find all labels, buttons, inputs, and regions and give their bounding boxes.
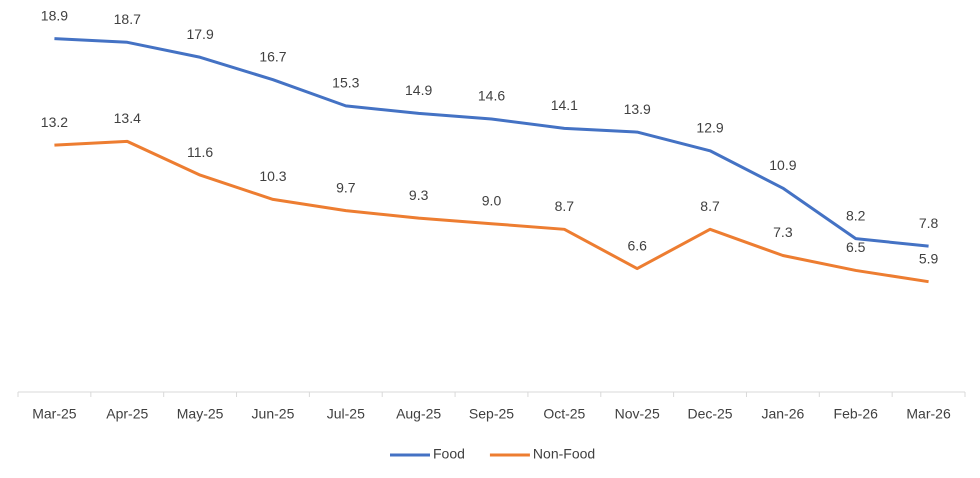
x-tick-label: Dec-25 [687,406,732,422]
data-label: 5.9 [919,250,939,266]
data-label: 7.8 [919,215,939,231]
data-label: 18.9 [41,7,68,23]
x-tick-label: Mar-25 [32,406,77,422]
data-label: 6.6 [627,237,647,253]
data-label: 14.6 [478,88,505,104]
data-label: 9.3 [409,187,429,203]
series-line [54,37,929,248]
x-tick-label: Apr-25 [106,406,148,422]
data-label: 14.1 [551,97,578,113]
data-label: 9.0 [482,192,502,208]
x-tick-label: Aug-25 [396,406,441,422]
x-tick-label: Sep-25 [469,406,514,422]
data-label: 8.7 [555,198,575,214]
legend-label: Food [433,446,465,462]
data-label: 16.7 [259,48,286,64]
x-tick-label: Jan-26 [761,406,804,422]
series-line [54,139,929,284]
data-label: 9.7 [336,179,356,195]
x-tick-label: Jul-25 [327,406,365,422]
data-label: 10.3 [259,168,286,184]
data-label: 17.9 [186,26,213,42]
data-label: 6.5 [846,239,866,255]
data-label: 14.9 [405,82,432,98]
data-label: 13.9 [624,101,651,117]
legend-label: Non-Food [533,446,595,462]
x-tick-label: Mar-26 [906,406,951,422]
data-label: 18.7 [114,11,141,27]
data-label: 15.3 [332,75,359,91]
x-tick-label: May-25 [177,406,224,422]
data-label: 13.2 [41,114,68,130]
data-label: 10.9 [769,157,796,173]
data-label: 8.2 [846,207,866,223]
data-label: 12.9 [696,119,723,135]
data-label: 13.4 [114,110,141,126]
data-label: 11.6 [187,144,213,160]
x-tick-label: Nov-25 [615,406,660,422]
x-tick-label: Feb-26 [834,406,879,422]
x-tick-label: Oct-25 [543,406,585,422]
data-label: 7.3 [773,224,793,240]
data-label: 8.7 [700,198,720,214]
x-tick-label: Jun-25 [252,406,295,422]
